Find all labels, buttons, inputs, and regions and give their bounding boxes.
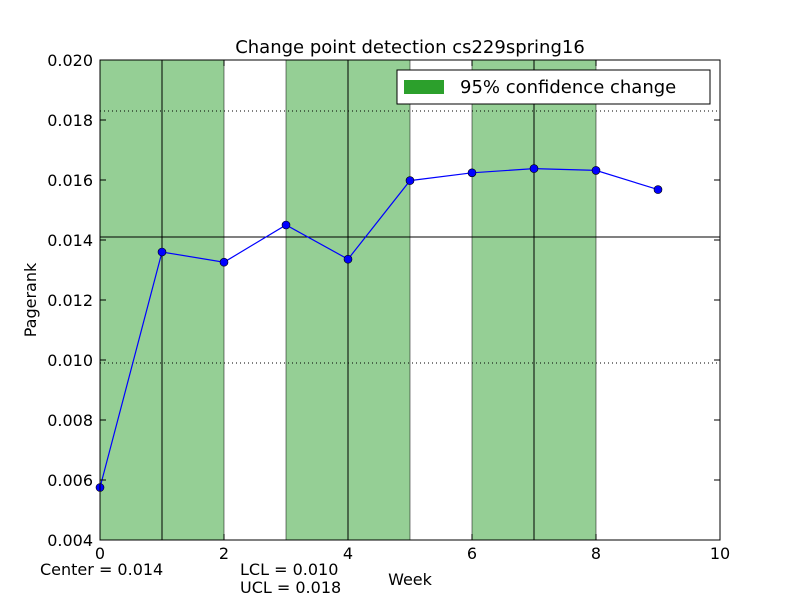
data-point-8 xyxy=(591,166,601,175)
y-tick-label: 0.018 xyxy=(47,111,93,130)
x-tick-label: 2 xyxy=(219,544,229,563)
x-tick-label: 10 xyxy=(710,544,730,563)
data-point-4 xyxy=(343,254,353,264)
ticks: 0 2 4 6 8 10 0.004 0.006 0.008 0.010 0.012 0.014 0.0… xyxy=(47,51,730,563)
control-limit-lines xyxy=(100,110,720,364)
series-group xyxy=(95,164,663,492)
y-tick-label: 0.008 xyxy=(47,411,93,430)
x-axis-label: Week xyxy=(388,570,433,589)
legend: 95% confidence change xyxy=(396,69,711,105)
data-point-6 xyxy=(467,168,477,178)
y-tick-label: 0.004 xyxy=(47,531,93,550)
x-tick-label: 0 xyxy=(95,544,105,563)
x-tick-label: 6 xyxy=(467,544,477,563)
data-point-5 xyxy=(405,176,415,185)
data-point-1 xyxy=(157,247,167,257)
y-tick-label: 0.010 xyxy=(47,351,93,370)
x-tick-label: 4 xyxy=(343,544,353,563)
y-tick-label: 0.006 xyxy=(47,471,93,490)
y-tick-label: 0.020 xyxy=(47,51,93,70)
data-point-9 xyxy=(653,185,663,194)
data-point-2 xyxy=(219,257,229,267)
legend-box xyxy=(396,69,711,105)
legend-label: 95% confidence change xyxy=(460,77,676,98)
y-axis-label: Pagerank xyxy=(21,262,40,337)
x-tick-label: 8 xyxy=(591,544,601,563)
center-annotation: Center = 0.014 xyxy=(40,560,164,579)
series-line-0 xyxy=(99,167,659,488)
lcl-annotation: LCL = 0.010 xyxy=(240,560,339,579)
y-tick-label: 0.012 xyxy=(47,291,93,310)
y-tick-label: 0.014 xyxy=(47,231,93,250)
legend-swatch xyxy=(404,80,444,94)
data-point-3 xyxy=(281,220,291,230)
data-point-7 xyxy=(529,164,539,173)
y-tick-label: 0.016 xyxy=(47,171,93,190)
chart-title: Change point detection cs229spring16 xyxy=(235,37,585,58)
change-lines xyxy=(161,60,535,540)
ucl-annotation: UCL = 0.018 xyxy=(240,578,342,597)
